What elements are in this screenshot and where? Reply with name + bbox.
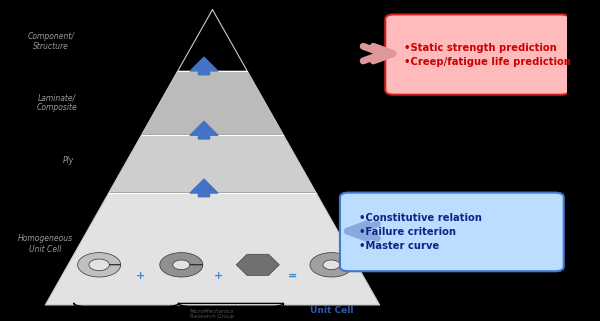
FancyBboxPatch shape [385, 14, 569, 95]
Text: Ply: Ply [62, 156, 74, 165]
FancyArrowPatch shape [190, 121, 218, 139]
Polygon shape [109, 135, 316, 193]
Text: Homogeneous
Unit Cell: Homogeneous Unit Cell [18, 234, 73, 254]
FancyBboxPatch shape [340, 193, 564, 271]
Polygon shape [77, 253, 121, 277]
Polygon shape [46, 193, 380, 305]
Text: Component/
Structure: Component/ Structure [28, 32, 74, 51]
Text: Laminate/
Composite: Laminate/ Composite [36, 93, 77, 112]
FancyArrowPatch shape [190, 179, 218, 197]
Polygon shape [236, 254, 280, 275]
Text: Matrix: Matrix [244, 306, 272, 315]
Text: •Static strength prediction
•Creep/fatigue life prediction: •Static strength prediction •Creep/fatig… [404, 43, 571, 66]
Text: +: + [136, 271, 145, 281]
Polygon shape [142, 71, 283, 135]
Text: •Constitutive relation
•Failure criterion
•Master curve: •Constitutive relation •Failure criterio… [359, 213, 482, 251]
Text: MicroMechanica
Research Group: MicroMechanica Research Group [190, 308, 235, 319]
Text: Unit Cell: Unit Cell [310, 306, 353, 315]
Text: Fiber: Fiber [88, 306, 110, 315]
Text: Interface: Interface [161, 306, 202, 315]
Polygon shape [310, 253, 353, 277]
Polygon shape [160, 253, 203, 277]
Text: +: + [214, 271, 223, 281]
Text: =: = [288, 271, 297, 281]
FancyArrowPatch shape [190, 57, 218, 75]
